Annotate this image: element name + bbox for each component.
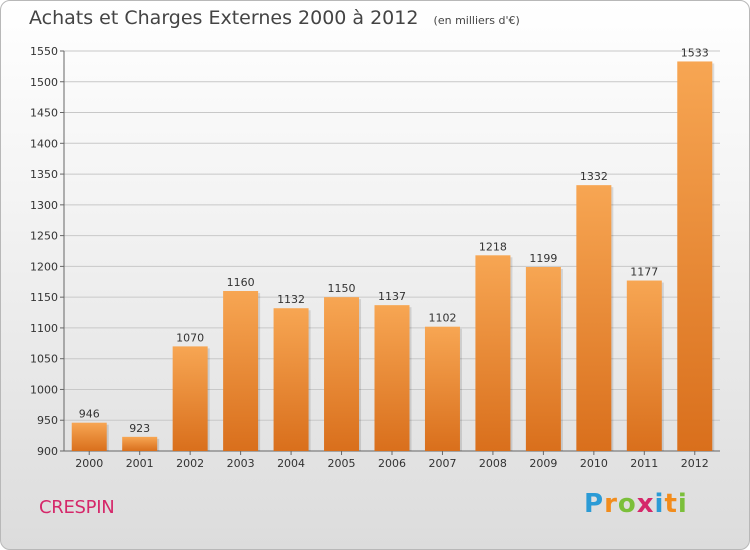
logo-letter: x	[636, 489, 655, 519]
bar-value-label: 1332	[580, 170, 608, 183]
x-tick-label: 2007	[428, 457, 456, 470]
bar-2007	[424, 326, 460, 451]
bar-value-label: 1137	[378, 290, 406, 303]
logo-letter: t	[664, 489, 678, 519]
bar-2002	[172, 346, 208, 451]
bar-2005	[324, 297, 360, 451]
bar-value-label: 1132	[277, 293, 305, 306]
bar-2012	[677, 61, 713, 451]
x-tick-label: 2003	[227, 457, 255, 470]
bar-value-label: 1533	[681, 46, 709, 59]
x-tick-label: 2012	[681, 457, 709, 470]
y-tick-label: 1350	[30, 168, 58, 181]
y-tick-label: 1500	[30, 76, 58, 89]
x-tick-label: 2000	[75, 457, 103, 470]
y-tick-label: 1200	[30, 260, 58, 273]
bar-2001	[122, 436, 158, 451]
y-tick-label: 1250	[30, 230, 58, 243]
bar-value-label: 946	[79, 408, 100, 421]
bar-2003	[223, 291, 259, 451]
bar-2000	[71, 422, 107, 451]
x-tick-label: 2010	[580, 457, 608, 470]
bar-value-label: 1199	[529, 252, 557, 265]
x-tick-label: 2005	[328, 457, 356, 470]
bar-2010	[576, 185, 612, 451]
y-tick-label: 1000	[30, 383, 58, 396]
chart-subtitle: (en milliers d'€)	[433, 14, 520, 27]
y-tick-label: 1400	[30, 137, 58, 150]
city-name: CRESPIN	[39, 497, 115, 518]
proxiti-logo: Proxiti	[584, 489, 688, 519]
bar-value-label: 1070	[176, 331, 204, 344]
bar-2006	[374, 305, 410, 451]
title-row: Achats et Charges Externes 2000 à 2012 (…	[29, 7, 520, 29]
bar-2008	[475, 255, 511, 451]
chart-title: Achats et Charges Externes 2000 à 2012	[29, 7, 419, 29]
logo-letter: o	[617, 489, 637, 519]
x-tick-label: 2001	[126, 457, 154, 470]
bar-value-label: 1150	[328, 282, 356, 295]
bar-2011	[626, 280, 662, 451]
y-tick-label: 1100	[30, 322, 58, 335]
x-tick-label: 2006	[378, 457, 406, 470]
y-tick-label: 1050	[30, 353, 58, 366]
y-tick-label: 1450	[30, 107, 58, 120]
x-tick-label: 2008	[479, 457, 507, 470]
logo-letter: r	[604, 489, 618, 519]
bar-value-label: 1160	[227, 276, 255, 289]
y-tick-label: 1550	[30, 45, 58, 58]
y-tick-label: 900	[37, 445, 58, 458]
bar-value-label: 1102	[428, 312, 456, 325]
bar-value-label: 1218	[479, 240, 507, 253]
bar-2009	[525, 267, 561, 451]
logo-letter: i	[654, 489, 665, 519]
y-tick-label: 950	[37, 414, 58, 427]
logo-letter: P	[584, 489, 605, 519]
y-tick-label: 1300	[30, 199, 58, 212]
x-tick-label: 2004	[277, 457, 305, 470]
x-tick-label: 2009	[529, 457, 557, 470]
bar-2004	[273, 308, 309, 451]
bar-value-label: 923	[129, 422, 150, 435]
x-tick-label: 2011	[630, 457, 658, 470]
y-tick-label: 1150	[30, 291, 58, 304]
bar-value-label: 1177	[630, 266, 658, 279]
x-tick-label: 2002	[176, 457, 204, 470]
logo-letter: i	[677, 489, 688, 519]
